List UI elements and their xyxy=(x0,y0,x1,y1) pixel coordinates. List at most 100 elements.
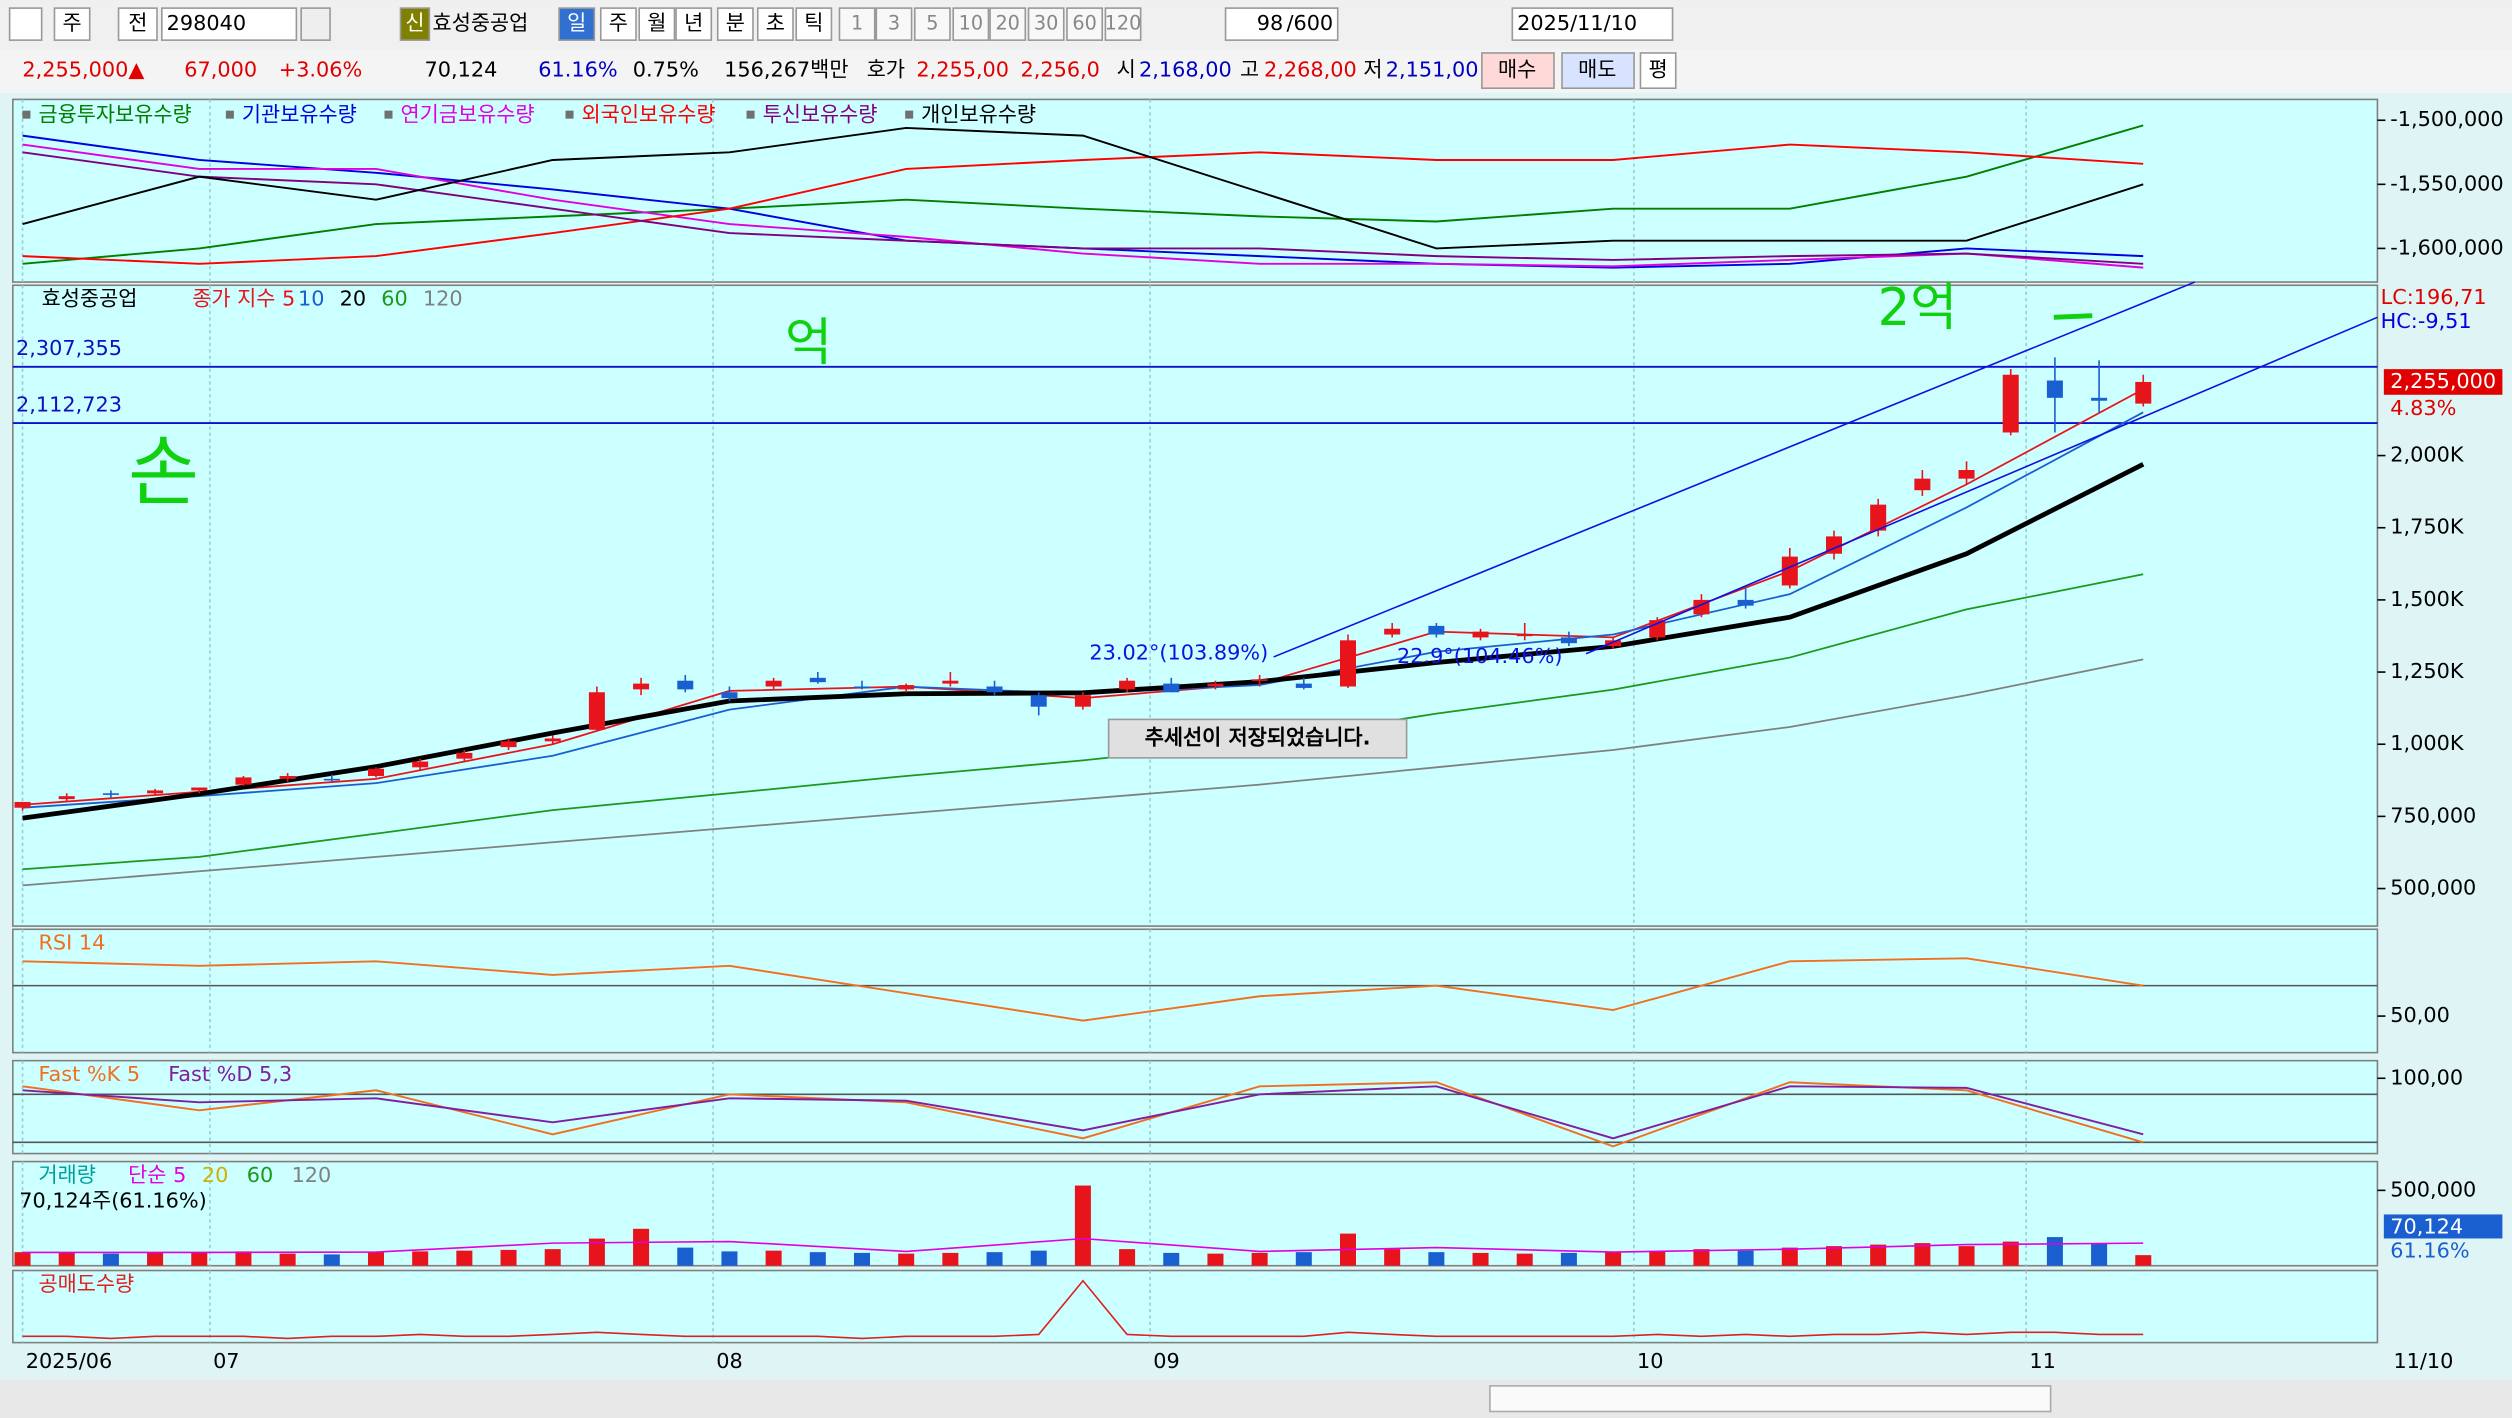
stock-name: 효성중공업 xyxy=(433,11,529,35)
avg-button[interactable] xyxy=(1639,52,1677,90)
quote-high-label: 고 xyxy=(1240,58,1259,82)
x-tick-label: 2025/06 xyxy=(26,1349,112,1373)
count-input[interactable] xyxy=(1224,7,1339,41)
quote-ask-label: 호가 xyxy=(867,58,905,82)
volume-bar xyxy=(765,1250,782,1266)
last-price: 2,255,000 xyxy=(2390,369,2496,393)
date-input[interactable] xyxy=(1511,7,1674,41)
quote-bar xyxy=(0,49,2512,94)
candle-body xyxy=(1295,683,1312,688)
period-button[interactable] xyxy=(638,7,676,41)
code-input[interactable] xyxy=(161,7,298,41)
volume-bar xyxy=(456,1250,473,1266)
volume-bar xyxy=(1428,1252,1445,1266)
legend-entry: Fast %K 5 xyxy=(38,1062,140,1086)
lc-label: LC:196,71 xyxy=(2381,285,2487,309)
candle-body xyxy=(367,768,385,776)
minute: 1 xyxy=(851,12,863,35)
panel xyxy=(12,1269,2379,1344)
search-button[interactable] xyxy=(300,7,331,41)
volume-bar xyxy=(1251,1252,1268,1266)
minute-button[interactable] xyxy=(989,7,1027,41)
minute: 10 xyxy=(959,12,983,35)
candle-body xyxy=(1781,556,1798,586)
sell[interactable]: 매도 xyxy=(1578,58,1616,82)
menu-button[interactable] xyxy=(8,7,43,41)
minute-button[interactable] xyxy=(952,7,990,41)
volume-bar xyxy=(191,1252,208,1266)
period-button[interactable] xyxy=(795,7,833,41)
legend-entry: 투신보유수량 xyxy=(763,102,878,126)
y-tick-label: 1,500K xyxy=(2390,587,2465,611)
volume-bar xyxy=(58,1252,75,1266)
legend-entry: 단순 5 xyxy=(128,1163,186,1187)
market-button[interactable] xyxy=(53,7,91,41)
legend-swatch xyxy=(22,110,31,119)
minute-button[interactable] xyxy=(1066,7,1104,41)
candle-body xyxy=(102,793,119,795)
minute-button[interactable] xyxy=(875,7,913,41)
trend-label: 23.02°(103.89%) xyxy=(1089,641,1268,665)
panel xyxy=(12,1160,2379,1267)
volume-bar xyxy=(1605,1252,1622,1266)
quote-high: 2,268,00 xyxy=(1264,58,1357,82)
candle-body xyxy=(853,686,871,689)
quote-amount: 156,267백만 xyxy=(724,58,848,82)
volume-bar xyxy=(147,1252,164,1266)
volume-bar xyxy=(986,1252,1003,1266)
notice: 추세선이 저장되었습니다. xyxy=(1145,726,1371,750)
avg[interactable]: 평 xyxy=(1649,58,1668,82)
legend-swatch xyxy=(905,110,914,119)
sell-button[interactable] xyxy=(1561,52,1635,90)
scroll-thumb[interactable] xyxy=(1489,1385,2052,1413)
candle-body xyxy=(633,683,650,690)
period-button[interactable] xyxy=(675,7,713,41)
panel-title: RSI 14 xyxy=(38,931,105,955)
last-price-tag xyxy=(2383,369,2503,395)
last-change: 4.83% xyxy=(2390,396,2456,420)
series-line xyxy=(22,143,2144,269)
prev-button[interactable] xyxy=(117,7,158,41)
series-line xyxy=(22,1279,2144,1340)
period: 년 xyxy=(684,11,703,35)
y-tick-label: -1,550,000 xyxy=(2390,171,2503,195)
volume-bar xyxy=(1958,1246,1975,1266)
buy-button[interactable] xyxy=(1481,52,1555,90)
candle-body xyxy=(1737,599,1754,606)
last-volume-tag xyxy=(2383,1214,2503,1239)
minute-button[interactable] xyxy=(1104,7,1142,41)
market: 주 xyxy=(63,11,82,35)
minute-button[interactable] xyxy=(838,7,876,41)
minute-button[interactable] xyxy=(1027,7,1065,41)
series-line xyxy=(22,126,2144,250)
scroll-bar[interactable] xyxy=(0,1379,2512,1418)
x-tick-label: 07 xyxy=(213,1349,239,1373)
moving-average xyxy=(22,573,2144,871)
volume-bar xyxy=(102,1253,119,1266)
period-button[interactable] xyxy=(716,7,754,41)
trend-line xyxy=(1273,281,2196,658)
trend-label: 22.9°(104.46%) xyxy=(1397,644,1563,668)
period-button[interactable] xyxy=(558,7,596,41)
volume-bar xyxy=(2091,1243,2108,1266)
y-tick-label: 1,000K xyxy=(2390,731,2465,755)
quote-turnover: 0.75% xyxy=(633,58,699,82)
volume-bar xyxy=(14,1252,31,1266)
candle-body xyxy=(2091,397,2108,401)
candle-body xyxy=(986,686,1003,693)
volume-bar xyxy=(1207,1253,1224,1266)
period-button[interactable] xyxy=(756,7,794,41)
buy[interactable]: 매수 xyxy=(1498,58,1536,82)
volume-bar xyxy=(1649,1251,1666,1266)
volume-bar xyxy=(1472,1252,1489,1266)
minute: 20 xyxy=(995,12,1019,35)
volume-bar xyxy=(809,1252,826,1266)
candle-body xyxy=(2135,381,2152,404)
candle-body xyxy=(544,738,561,742)
minute: 120 xyxy=(1105,12,1142,35)
minute: 60 xyxy=(1072,12,1096,35)
period-button[interactable] xyxy=(599,7,637,41)
period: 일 xyxy=(567,11,586,35)
candle-body xyxy=(235,777,252,785)
minute-button[interactable] xyxy=(913,7,951,41)
